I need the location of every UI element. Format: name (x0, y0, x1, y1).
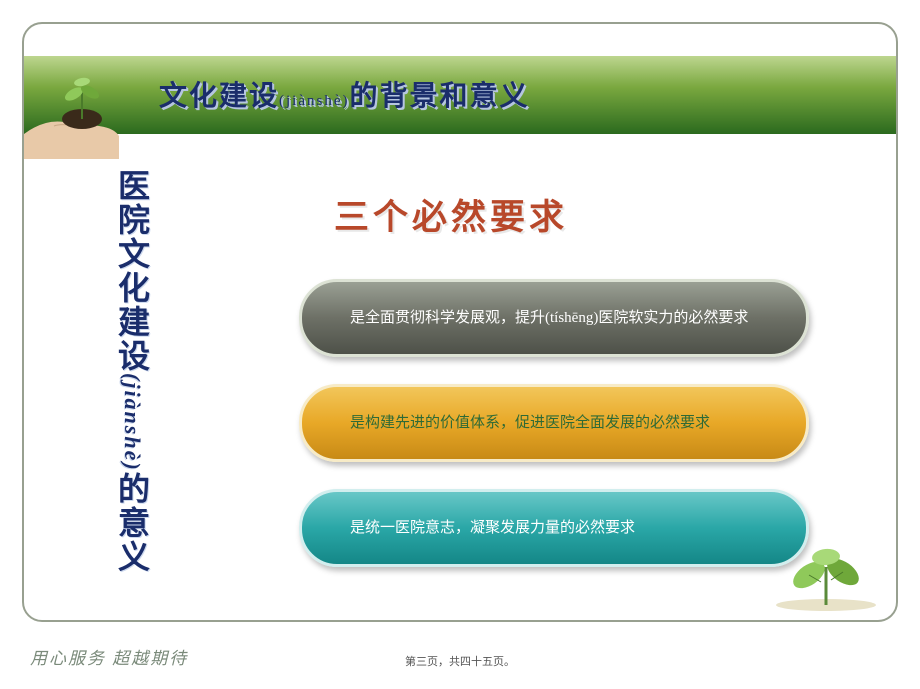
title-post: 的背景和意义 (350, 81, 530, 112)
pill-2: 是构建先进的价值体系，促进医院全面发展的必然要求 (299, 384, 809, 462)
vertical-latin: (jiànshè) (120, 373, 145, 472)
page-number: 第三页，共四十五页。 (405, 653, 515, 669)
vertical-part1: 医院文化建设 (114, 169, 150, 373)
vertical-part2: 的意义 (114, 472, 150, 574)
title-pre: 文化建设 (159, 81, 279, 112)
pill-3-text: 是统一医院意志，凝聚发展力量的必然要求 (350, 517, 635, 540)
vertical-title: 医院文化建设(jiànshè)的意义 (109, 169, 155, 622)
pill-1: 是全面贯彻科学发展观，提升(tíshēng)医院软实力的必然要求 (299, 279, 809, 357)
pill-2-text: 是构建先进的价值体系，促进医院全面发展的必然要求 (350, 412, 710, 435)
hand-plant-icon (24, 64, 134, 159)
slide-frame: 文化建设(jiànshè)的背景和意义 医院文化建设(jiànshè)的意义 三… (22, 22, 898, 622)
subtitle: 三个必然要求 (334, 189, 568, 240)
corner-plant-icon (761, 517, 881, 612)
slide-title: 文化建设(jiànshè)的背景和意义 (159, 74, 530, 114)
pill-1-text: 是全面贯彻科学发展观，提升(tíshēng)医院软实力的必然要求 (350, 307, 748, 330)
title-pinyin: (jiànshè) (279, 93, 349, 109)
pill-3: 是统一医院意志，凝聚发展力量的必然要求 (299, 489, 809, 567)
footer-slogan: 用心服务 超越期待 (30, 644, 188, 669)
